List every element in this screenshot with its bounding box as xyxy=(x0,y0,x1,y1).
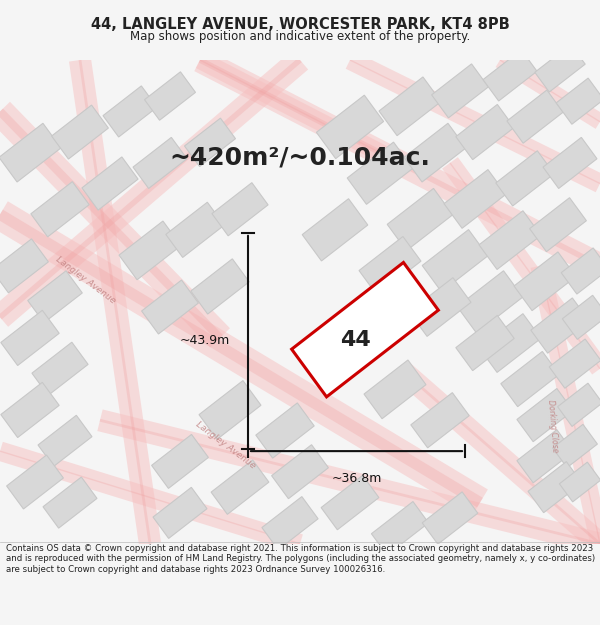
Polygon shape xyxy=(347,142,413,204)
Polygon shape xyxy=(32,342,88,396)
Polygon shape xyxy=(166,202,224,258)
Polygon shape xyxy=(456,104,514,159)
Polygon shape xyxy=(103,86,157,137)
Polygon shape xyxy=(431,64,488,118)
Text: Langley Avenue: Langley Avenue xyxy=(194,420,257,471)
Polygon shape xyxy=(302,199,368,261)
Polygon shape xyxy=(0,123,61,182)
Polygon shape xyxy=(456,316,514,371)
Polygon shape xyxy=(496,151,554,206)
Text: Langley Avenue: Langley Avenue xyxy=(54,255,117,306)
Polygon shape xyxy=(316,95,383,159)
Text: ~43.9m: ~43.9m xyxy=(180,334,230,348)
Polygon shape xyxy=(359,236,421,295)
Polygon shape xyxy=(52,105,109,159)
Polygon shape xyxy=(549,339,600,388)
Text: Dorking Close: Dorking Close xyxy=(546,399,560,452)
Polygon shape xyxy=(43,477,97,528)
Polygon shape xyxy=(483,50,537,101)
Polygon shape xyxy=(553,424,598,468)
Polygon shape xyxy=(185,118,235,166)
Polygon shape xyxy=(514,252,576,311)
Polygon shape xyxy=(457,271,523,333)
Polygon shape xyxy=(517,389,573,442)
Polygon shape xyxy=(142,280,199,334)
Polygon shape xyxy=(404,123,466,182)
Polygon shape xyxy=(262,497,318,550)
Polygon shape xyxy=(517,429,573,483)
Polygon shape xyxy=(444,169,506,228)
Polygon shape xyxy=(531,298,589,353)
Text: ~420m²/~0.104ac.: ~420m²/~0.104ac. xyxy=(170,146,430,170)
Polygon shape xyxy=(409,278,471,336)
Polygon shape xyxy=(501,351,559,407)
Polygon shape xyxy=(119,221,181,280)
Polygon shape xyxy=(133,138,187,189)
Polygon shape xyxy=(422,229,488,292)
Polygon shape xyxy=(507,90,563,143)
Polygon shape xyxy=(292,262,439,397)
Polygon shape xyxy=(191,259,249,314)
Polygon shape xyxy=(82,157,138,210)
Polygon shape xyxy=(153,488,207,538)
Polygon shape xyxy=(152,434,208,488)
Polygon shape xyxy=(7,455,64,509)
Polygon shape xyxy=(479,314,541,372)
Polygon shape xyxy=(0,239,49,293)
Polygon shape xyxy=(387,188,453,251)
Polygon shape xyxy=(561,248,600,294)
Polygon shape xyxy=(38,415,92,466)
Polygon shape xyxy=(321,476,379,530)
Polygon shape xyxy=(543,138,597,189)
Text: 44: 44 xyxy=(340,330,370,350)
Polygon shape xyxy=(556,78,600,124)
Polygon shape xyxy=(1,382,59,438)
Polygon shape xyxy=(422,492,478,544)
Polygon shape xyxy=(379,77,441,136)
Polygon shape xyxy=(557,383,600,426)
Text: Contains OS data © Crown copyright and database right 2021. This information is : Contains OS data © Crown copyright and d… xyxy=(6,544,595,574)
Polygon shape xyxy=(28,271,82,322)
Polygon shape xyxy=(256,403,314,458)
Polygon shape xyxy=(31,182,89,237)
Text: ~36.8m: ~36.8m xyxy=(331,472,382,485)
Polygon shape xyxy=(479,211,541,269)
Polygon shape xyxy=(272,445,328,499)
Polygon shape xyxy=(371,501,428,555)
Polygon shape xyxy=(411,392,469,448)
Polygon shape xyxy=(562,295,600,339)
Polygon shape xyxy=(211,460,269,514)
Polygon shape xyxy=(559,462,600,502)
Polygon shape xyxy=(530,198,586,252)
Polygon shape xyxy=(199,381,261,439)
Polygon shape xyxy=(535,44,585,92)
Polygon shape xyxy=(145,72,196,120)
Text: 44, LANGLEY AVENUE, WORCESTER PARK, KT4 8PB: 44, LANGLEY AVENUE, WORCESTER PARK, KT4 … xyxy=(91,17,509,32)
Polygon shape xyxy=(1,310,59,366)
Polygon shape xyxy=(212,182,268,236)
Text: Map shows position and indicative extent of the property.: Map shows position and indicative extent… xyxy=(130,30,470,43)
Polygon shape xyxy=(364,360,426,419)
Polygon shape xyxy=(319,324,381,382)
Polygon shape xyxy=(528,462,582,512)
